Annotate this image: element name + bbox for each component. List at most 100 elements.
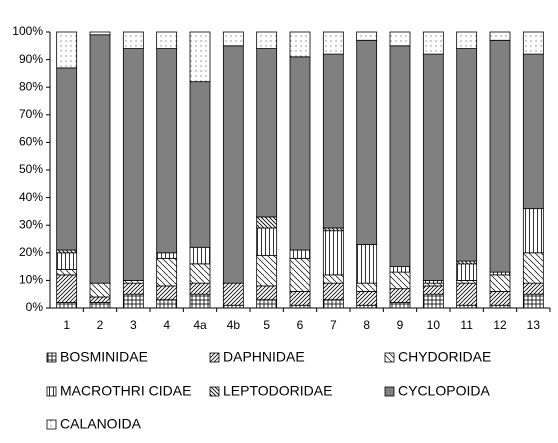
bar-segment bbox=[256, 31, 278, 49]
bar-segment bbox=[389, 31, 411, 47]
y-tick-label: 70% bbox=[19, 107, 43, 121]
x-tick-label: 5 bbox=[263, 318, 270, 332]
legend-label: CYCLOPOIDA bbox=[398, 383, 490, 399]
bar-segment bbox=[322, 274, 344, 284]
legend-label: LEPTODORIDAE bbox=[223, 383, 332, 399]
bar-segment bbox=[56, 67, 78, 251]
bar-segment bbox=[356, 31, 378, 41]
legend-label: MACROTHRI CIDAE bbox=[60, 383, 191, 399]
bar-segment bbox=[489, 304, 511, 309]
bar-segment bbox=[256, 299, 278, 309]
legend-label: CHYDORIDAE bbox=[398, 349, 491, 365]
y-tick-label: 90% bbox=[19, 52, 43, 66]
x-tick-label: 3 bbox=[130, 318, 137, 332]
bar-segment bbox=[422, 285, 444, 295]
bar-segment bbox=[222, 282, 244, 306]
bar-segment bbox=[356, 291, 378, 306]
bar-segment bbox=[489, 31, 511, 41]
bar-segment bbox=[522, 53, 544, 210]
bar-segment bbox=[356, 282, 378, 292]
bar-segment bbox=[189, 31, 211, 83]
bar-segment bbox=[322, 53, 344, 229]
x-tick-label: 8 bbox=[363, 318, 370, 332]
bar-segment bbox=[56, 249, 78, 254]
x-tick-label: 11 bbox=[460, 318, 473, 332]
legend-swatch bbox=[384, 386, 395, 397]
bar-segment bbox=[389, 45, 411, 268]
bar-segment bbox=[56, 302, 78, 309]
bar-segment bbox=[422, 293, 444, 309]
bar-segment bbox=[222, 31, 244, 47]
bar-segment bbox=[489, 39, 511, 273]
legend-swatch bbox=[384, 352, 395, 363]
y-tick-label: 40% bbox=[19, 190, 43, 204]
bar-segment bbox=[456, 263, 478, 281]
bar-segment bbox=[489, 274, 511, 292]
bar-segment bbox=[422, 31, 444, 55]
bar-segment bbox=[189, 282, 211, 295]
y-tick-label: 10% bbox=[19, 273, 43, 287]
y-tick-label: 80% bbox=[19, 79, 43, 93]
bar-segment bbox=[156, 257, 178, 287]
y-tick-label: 20% bbox=[19, 245, 43, 259]
bar-segment bbox=[256, 216, 278, 229]
bar-segment bbox=[422, 282, 444, 287]
bar-segment bbox=[222, 304, 244, 309]
x-tick-label: 2 bbox=[97, 318, 104, 332]
bar-segment bbox=[156, 48, 178, 254]
bar-segment bbox=[322, 230, 344, 276]
x-tick-label: 1 bbox=[63, 318, 70, 332]
bar-segment bbox=[289, 304, 311, 309]
bar-segment bbox=[522, 31, 544, 55]
x-tick-label: 4a bbox=[193, 318, 207, 332]
bar-segment bbox=[56, 274, 78, 303]
bar-segment bbox=[356, 244, 378, 284]
y-tick-label: 100% bbox=[12, 24, 43, 38]
bar-segment bbox=[489, 271, 511, 276]
bar-segment bbox=[89, 296, 111, 303]
bar-segment bbox=[289, 56, 311, 251]
legend-label: DAPHNIDAE bbox=[223, 349, 305, 365]
legend-label: CALANOIDA bbox=[60, 416, 142, 432]
legend-swatch bbox=[46, 352, 57, 363]
x-tick-label: 7 bbox=[330, 318, 337, 332]
bar-segment bbox=[156, 285, 178, 301]
bar-segment bbox=[189, 81, 211, 248]
legend-swatch bbox=[46, 419, 57, 430]
bar-segment bbox=[389, 271, 411, 290]
bar-segment bbox=[122, 31, 144, 49]
bar-segment bbox=[156, 299, 178, 309]
bar-segment bbox=[89, 34, 111, 284]
bar-segment bbox=[356, 39, 378, 245]
bar-segment bbox=[456, 260, 478, 265]
bar-segment bbox=[122, 48, 144, 281]
x-tick-label: 6 bbox=[297, 318, 304, 332]
bar-segment bbox=[89, 302, 111, 309]
bar-segment bbox=[122, 293, 144, 309]
bar-segment bbox=[189, 263, 211, 284]
bar-segment bbox=[89, 282, 111, 298]
bar-segment bbox=[456, 304, 478, 309]
bar-segment bbox=[256, 48, 278, 218]
bar-segment bbox=[522, 252, 544, 284]
bar-segment bbox=[522, 282, 544, 295]
bar-segment bbox=[322, 299, 344, 309]
bar-segment bbox=[256, 255, 278, 287]
bar-segment bbox=[456, 31, 478, 49]
x-tick-label: 9 bbox=[397, 318, 404, 332]
bar-segment bbox=[322, 31, 344, 55]
bar-segment bbox=[89, 31, 111, 36]
bar-segment bbox=[522, 293, 544, 309]
bar-segment bbox=[422, 279, 444, 284]
bar-segment bbox=[456, 279, 478, 284]
bar-segment bbox=[456, 282, 478, 306]
bar-segment bbox=[322, 282, 344, 301]
bar-segment bbox=[289, 249, 311, 259]
bar-segment bbox=[56, 268, 78, 276]
bar-segment bbox=[189, 293, 211, 309]
bar-segment bbox=[356, 304, 378, 309]
bar-segment bbox=[256, 285, 278, 301]
y-tick-label: 0% bbox=[26, 300, 44, 314]
bar-segment bbox=[56, 31, 78, 69]
legend-swatch bbox=[46, 386, 57, 397]
